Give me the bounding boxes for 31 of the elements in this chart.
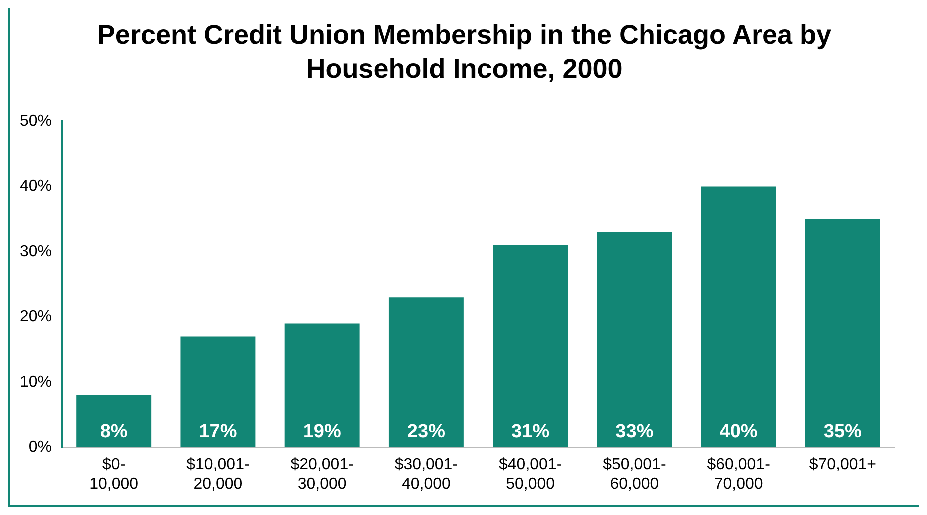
data-label: 19% (303, 421, 342, 442)
data-label: 33% (616, 421, 654, 442)
chart-title: Percent Credit Union Membership in the Chicago Area by Household Income, 2000 (96, 19, 833, 86)
data-label: 31% (512, 421, 550, 442)
x-tick-label: $30,001-40,000 (394, 456, 458, 493)
data-label: 17% (199, 421, 238, 442)
x-tick-label: $40,001-50,000 (498, 456, 562, 493)
x-tick-label: $10,001-20,000 (186, 456, 250, 493)
x-tick-label: $50,001-60,000 (603, 456, 666, 493)
bar (76, 395, 152, 448)
data-label: 40% (720, 421, 758, 442)
bar (597, 232, 672, 448)
x-tick-label: $70,001+ (809, 456, 877, 474)
x-tick-label: $20,001-30,000 (290, 456, 354, 493)
x-tick-label: $0-10,000 (90, 456, 139, 493)
y-tick-label: 40% (20, 178, 52, 196)
y-tick-label: 50% (20, 113, 52, 130)
y-tick-label: 30% (20, 243, 52, 260)
bar (180, 336, 256, 448)
bar (805, 219, 880, 448)
data-label: 8% (100, 421, 128, 442)
y-tick-label: 20% (20, 308, 52, 326)
y-tick-label: 0% (28, 439, 52, 456)
bar (388, 298, 464, 448)
bar (493, 245, 568, 448)
x-tick-label: $60,001-70,000 (707, 456, 770, 493)
y-tick-label: 10% (20, 374, 52, 391)
data-label: 35% (824, 421, 862, 442)
bar (701, 186, 776, 448)
bar (284, 324, 360, 448)
data-label: 23% (407, 421, 446, 442)
